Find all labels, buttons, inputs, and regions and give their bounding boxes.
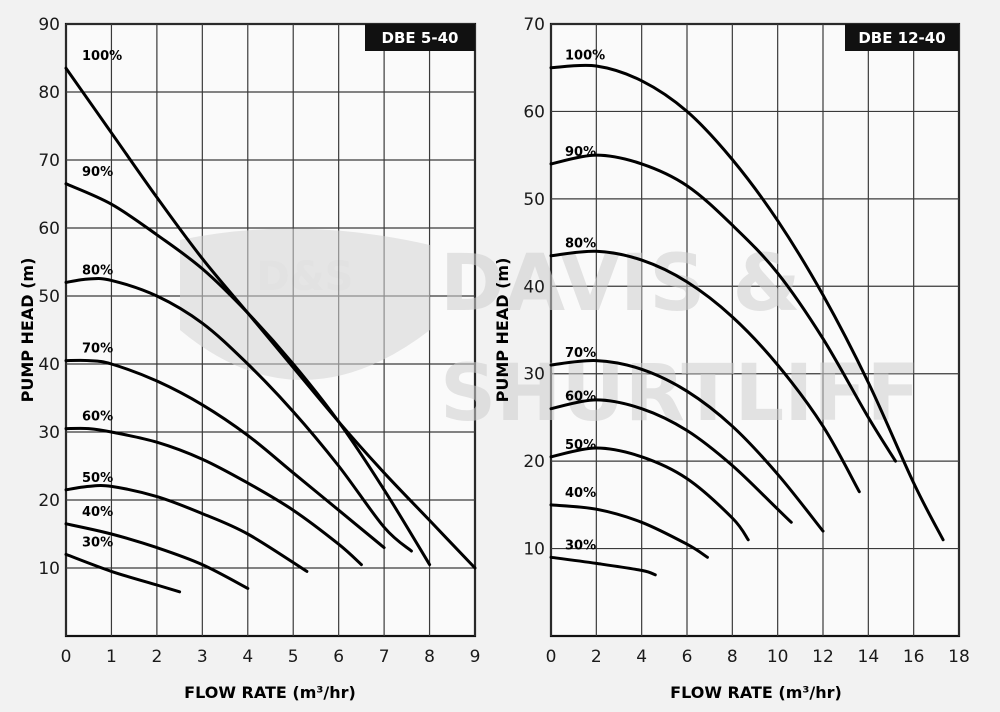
curve-dbe-5-40-60-pct [64,426,363,567]
x-tick-label: 4 [636,647,647,667]
y-tick-label: 80 [38,83,60,103]
x-tick-label: 3 [197,647,208,667]
watermark-line-2: SHURTLIFF [440,349,920,439]
x-tick-label: 2 [591,647,602,667]
series-label-dbe-5-40-90-pct: 90% [82,165,113,180]
x-tick-label: 12 [812,647,834,667]
y-tick-label: 10 [523,540,545,560]
series-label-dbe-12-40-50-pct: 50% [565,438,596,453]
y-tick-label: 50 [38,287,60,307]
y-tick-label: 70 [523,15,545,35]
series-label-dbe-12-40-80-pct: 80% [565,237,596,252]
x-tick-label: 6 [682,647,693,667]
x-tick-label: 2 [151,647,162,667]
x-tick-label: 4 [242,647,253,667]
curves [64,63,945,594]
y-tick-label: 30 [38,423,60,443]
y-tick-label: 70 [38,151,60,171]
x-tick-label: 5 [288,647,299,667]
curve-dbe-12-40-30-pct [549,555,657,577]
curve-dbe-12-40-60-pct [549,398,793,524]
x-tick-label: 16 [903,647,925,667]
grid-lines [65,23,960,636]
x-tick-label: 14 [858,647,880,667]
x-tick-label: 1 [106,647,117,667]
y-tick-label: 20 [523,452,545,472]
series-label-dbe-5-40-30-pct: 30% [82,535,113,550]
y-tick-label: 40 [523,277,545,297]
curve-dbe-12-40-50-pct [549,446,750,542]
curve-labels: 100% 90% 80% 70% 60% 50% 40% 30% 100% 90% 80% 70% 60… [82,49,605,554]
series-label-dbe-12-40-100-pct: 100% [565,49,605,64]
curve-dbe-5-40-100-pct [64,66,477,570]
x-tick-label: 7 [379,647,390,667]
y-axis-title-dbe-5-40: PUMP HEAD (m) [18,258,37,403]
x-axis-title-dbe-12-40: FLOW RATE (m³/hr) [670,683,842,702]
title-box-dbe-5-40 [365,24,475,51]
curve-dbe-5-40-40-pct [64,522,250,590]
curve-dbe-5-40-30-pct [64,552,182,594]
curve-dbe-5-40-90-pct [64,182,432,567]
x-tick-label: 8 [727,647,738,667]
plot-area-dbe-12-40 [549,22,961,638]
series-label-dbe-12-40-40-pct: 40% [565,486,596,501]
x-tick-label: 6 [333,647,344,667]
x-tick-label: 10 [767,647,789,667]
y-axis-title-dbe-12-40: PUMP HEAD (m) [493,258,512,403]
series-label-dbe-5-40-70-pct: 70% [82,342,113,357]
x-tick-label: 0 [546,647,557,667]
curve-dbe-5-40-70-pct [64,358,386,550]
series-label-dbe-5-40-50-pct: 50% [82,471,113,486]
curve-dbe-5-40-80-pct [64,277,413,553]
title-box-dbe-12-40 [845,24,959,51]
y-tick-label: 90 [38,15,60,35]
x-axis-title-dbe-5-40: FLOW RATE (m³/hr) [184,683,356,702]
chart-title-dbe-12-40: DBE 12-40 [858,29,945,47]
x-tick-label: 18 [948,647,970,667]
curve-dbe-12-40-100-pct [549,63,945,542]
series-label-dbe-12-40-90-pct: 90% [565,145,596,160]
x-tick-label: 9 [470,647,481,667]
curve-dbe-12-40-80-pct [549,249,861,494]
y-tick-label: 10 [38,559,60,579]
series-label-dbe-5-40-60-pct: 60% [82,410,113,425]
curve-dbe-12-40-40-pct [549,503,709,559]
chart-title-dbe-5-40: DBE 5-40 [382,29,459,47]
series-label-dbe-12-40-60-pct: 60% [565,390,596,405]
y-tick-label: 50 [523,190,545,210]
curve-dbe-12-40-70-pct [549,359,825,533]
series-label-dbe-5-40-40-pct: 40% [82,505,113,520]
y-tick-label: 40 [38,355,60,375]
watermark: D&S DAVIS & SHURTLIFF [180,228,920,439]
y-tick-label: 60 [523,102,545,122]
x-tick-label: 0 [61,647,72,667]
series-label-dbe-5-40-80-pct: 80% [82,263,113,278]
x-tick-label: 8 [424,647,435,667]
series-label-dbe-12-40-70-pct: 70% [565,346,596,361]
curve-dbe-12-40-90-pct [549,153,897,463]
y-tick-label: 30 [523,365,545,385]
y-tick-label: 60 [38,219,60,239]
curve-dbe-5-40-50-pct [64,483,309,573]
series-label-dbe-5-40-100-pct: 100% [82,49,122,64]
watermark-badge-shape [180,228,430,380]
series-label-dbe-12-40-30-pct: 30% [565,538,596,553]
y-tick-label: 20 [38,491,60,511]
watermark-badge-text: D&S [257,254,354,300]
